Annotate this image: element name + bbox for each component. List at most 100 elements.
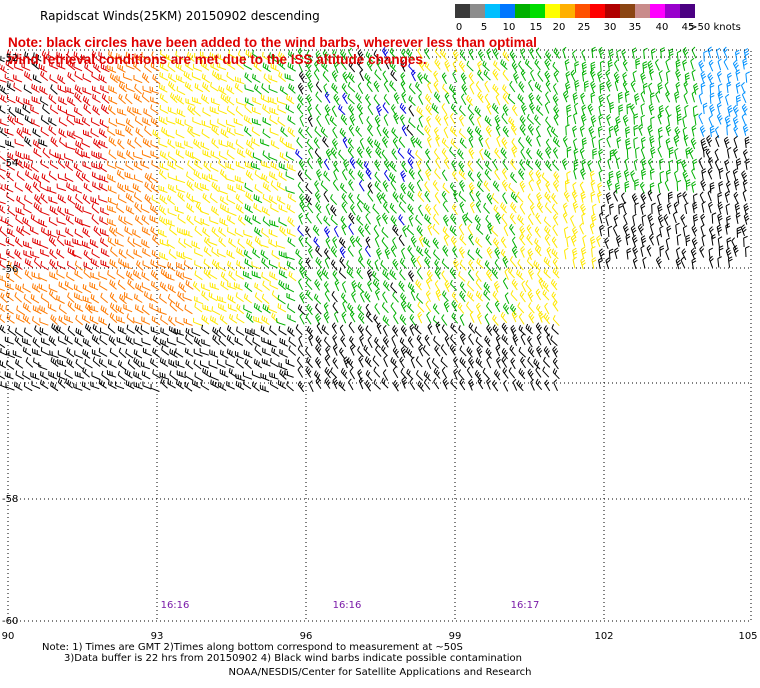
wind-barb <box>262 104 271 115</box>
wind-barb <box>598 169 603 182</box>
wind-barb <box>694 113 699 125</box>
wind-barb <box>381 302 389 314</box>
wind-barb <box>536 148 544 161</box>
wind-barb <box>39 182 49 192</box>
wind-barb <box>492 158 499 171</box>
wind-barb <box>175 50 184 61</box>
wind-barb <box>501 112 508 125</box>
wind-barb <box>545 181 551 193</box>
wind-barb <box>735 69 741 81</box>
wind-barb <box>622 223 629 236</box>
wind-barb <box>528 302 535 314</box>
wind-barb <box>665 70 671 82</box>
wind-barb <box>389 80 397 92</box>
wind-barb <box>288 50 297 61</box>
wind-barb <box>65 227 74 237</box>
wind-barb <box>67 194 76 205</box>
wind-barb <box>295 324 303 336</box>
wind-barb <box>23 240 33 249</box>
wind-barb <box>443 126 449 139</box>
wind-barb <box>333 168 338 181</box>
wind-barb <box>167 172 177 181</box>
wind-barb <box>732 168 738 181</box>
wind-barb <box>299 200 306 213</box>
wind-barb <box>125 125 133 136</box>
wind-barb <box>185 334 193 345</box>
wind-barb <box>93 138 101 149</box>
wind-barb <box>83 268 92 279</box>
wind-barb <box>151 51 160 62</box>
wind-barb <box>374 303 381 315</box>
wind-barb <box>288 271 297 282</box>
wind-barb <box>519 124 526 136</box>
wind-barb <box>572 182 577 194</box>
wind-barb <box>286 163 296 172</box>
wind-barb <box>182 272 193 281</box>
wind-barb <box>42 147 51 159</box>
wind-barb <box>427 223 433 236</box>
wind-barb <box>16 171 25 182</box>
wind-barb <box>528 267 534 280</box>
wind-barb <box>253 302 263 313</box>
wind-barb <box>443 114 449 127</box>
wind-barb <box>616 49 621 62</box>
legend-label: 15 <box>529 22 543 33</box>
wind-barb <box>226 95 235 106</box>
wind-barb <box>640 136 646 149</box>
wind-barb <box>527 290 534 303</box>
footnote-line-1: Note: 1) Times are GMT 2)Times along bot… <box>42 642 463 653</box>
wind-barb <box>194 83 204 93</box>
wind-barb <box>718 245 724 257</box>
lat-label-60: -60 <box>2 616 19 627</box>
wind-barb <box>324 226 331 238</box>
wind-barb <box>450 279 458 291</box>
wind-barb <box>574 61 580 73</box>
wind-barb <box>536 333 542 346</box>
wind-barb <box>630 80 636 93</box>
wind-barb <box>286 228 296 237</box>
wind-barb <box>193 63 203 72</box>
wind-barb <box>246 139 255 150</box>
wind-barb <box>316 115 322 128</box>
wind-barb <box>183 70 192 81</box>
wind-barb <box>175 301 184 312</box>
wind-barb <box>665 169 671 181</box>
wind-barb <box>182 293 192 301</box>
wind-barb <box>210 150 220 160</box>
wind-barb <box>441 366 448 379</box>
wind-barb <box>711 212 717 224</box>
wind-barb <box>598 148 604 161</box>
wind-barb <box>458 60 465 73</box>
wind-barb <box>581 137 587 149</box>
wind-barb <box>4 371 14 380</box>
wind-barb <box>590 191 596 203</box>
wind-barb <box>501 322 508 335</box>
wind-barb <box>23 250 33 259</box>
wind-barb <box>312 224 320 237</box>
wind-barb <box>261 173 270 184</box>
wind-barb <box>64 335 73 345</box>
wind-barb <box>323 215 331 227</box>
wind-barb <box>468 114 475 126</box>
wind-barb <box>185 359 194 370</box>
wind-barb <box>39 240 49 249</box>
wind-barb <box>107 185 117 194</box>
wind-barb <box>598 104 603 116</box>
wind-barb <box>32 237 42 247</box>
wind-barb <box>579 147 585 160</box>
wind-barb <box>15 207 25 216</box>
wind-barb <box>141 150 152 159</box>
wind-barb <box>416 225 423 237</box>
wind-barb <box>673 134 680 147</box>
wind-barb <box>433 148 441 160</box>
wind-barb <box>161 345 170 356</box>
wind-barb <box>67 60 76 71</box>
wind-barb <box>465 212 473 224</box>
wind-barb <box>342 71 349 84</box>
wind-barb <box>277 379 287 390</box>
wind-barb <box>226 325 235 336</box>
wind-barb <box>608 48 614 61</box>
wind-barb <box>409 324 415 336</box>
wind-barb <box>358 179 365 192</box>
wind-barb <box>100 207 110 216</box>
